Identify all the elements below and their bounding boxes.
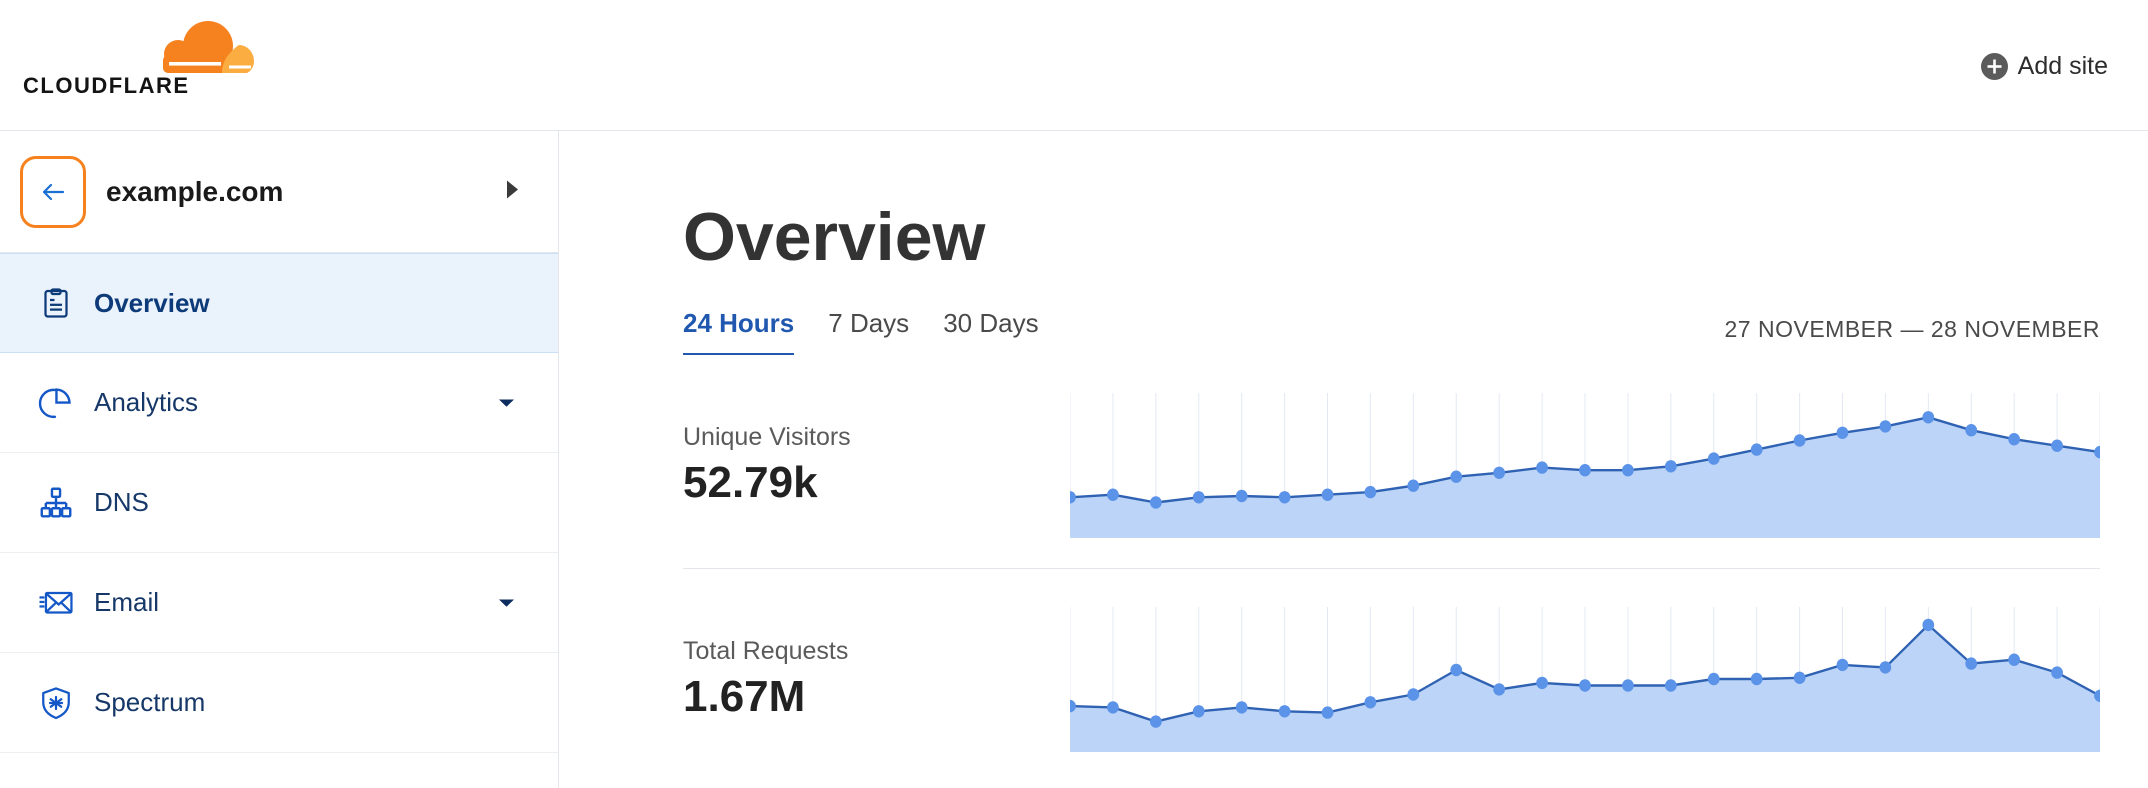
svg-text:CLOUDFLARE: CLOUDFLARE	[23, 73, 190, 98]
